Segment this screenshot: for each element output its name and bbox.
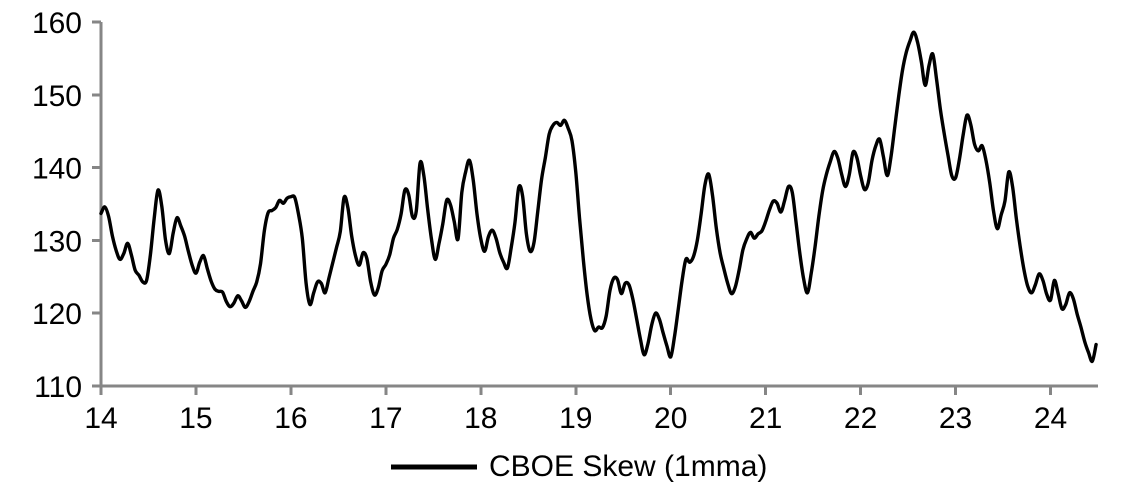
x-tick-label: 14 xyxy=(84,402,117,435)
x-tick-label: 22 xyxy=(844,402,877,435)
y-tick-label: 140 xyxy=(32,153,82,186)
x-tick-label: 18 xyxy=(464,402,497,435)
y-tick-label: 120 xyxy=(32,298,82,331)
x-tick-label: 19 xyxy=(559,402,592,435)
chart-legend: CBOE Skew (1mma) xyxy=(391,450,767,483)
series-line-cboe-skew xyxy=(99,30,1098,364)
y-tick-label: 110 xyxy=(34,371,82,404)
y-tick-label: 130 xyxy=(32,225,82,258)
x-tick-label: 16 xyxy=(274,402,307,435)
y-axis-ticks: 110 120 130 140 150 160 xyxy=(32,7,101,404)
x-tick-label: 15 xyxy=(179,402,212,435)
y-tick-label: 160 xyxy=(32,7,82,40)
x-tick-label: 24 xyxy=(1034,402,1067,435)
x-axis-ticks: 14 15 16 17 18 19 20 21 22 23 24 xyxy=(84,386,1067,435)
x-tick-label: 21 xyxy=(749,402,782,435)
legend-label-cboe-skew: CBOE Skew (1mma) xyxy=(489,450,767,483)
x-tick-label: 23 xyxy=(939,402,972,435)
x-tick-label: 17 xyxy=(369,402,402,435)
x-tick-label: 20 xyxy=(654,402,687,435)
y-tick-label: 150 xyxy=(32,80,82,113)
